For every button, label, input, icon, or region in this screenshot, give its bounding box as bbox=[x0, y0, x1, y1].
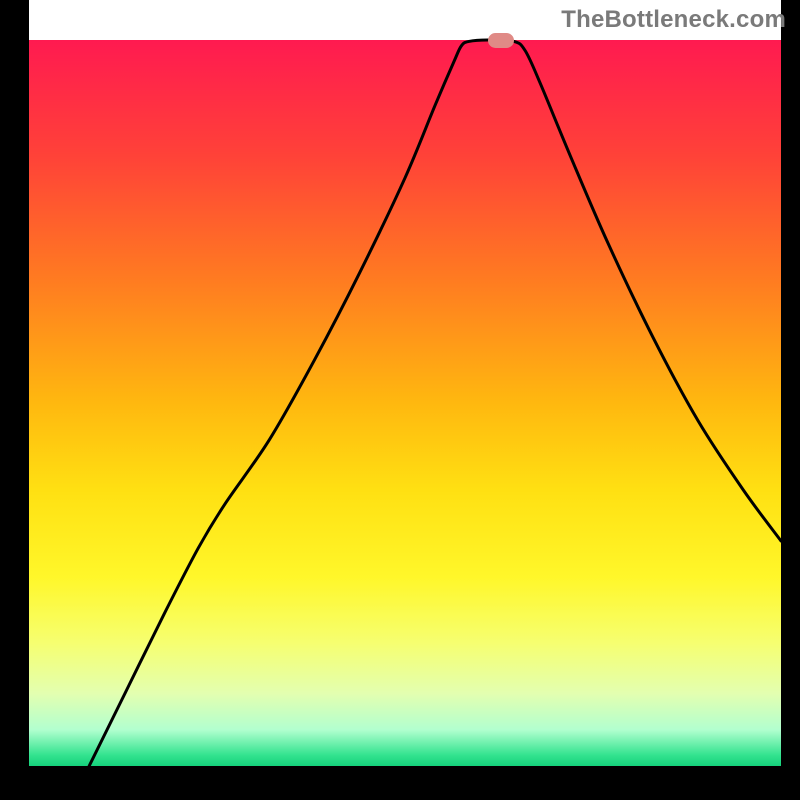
watermark-text: TheBottleneck.com bbox=[561, 6, 786, 34]
plot-border-left bbox=[0, 0, 29, 800]
minimum-marker bbox=[488, 33, 514, 48]
bottleneck-curve-plot bbox=[0, 0, 800, 800]
plot-border-right bbox=[781, 0, 800, 800]
chart-frame: TheBottleneck.com bbox=[0, 0, 800, 800]
plot-border-bottom bbox=[0, 766, 800, 800]
